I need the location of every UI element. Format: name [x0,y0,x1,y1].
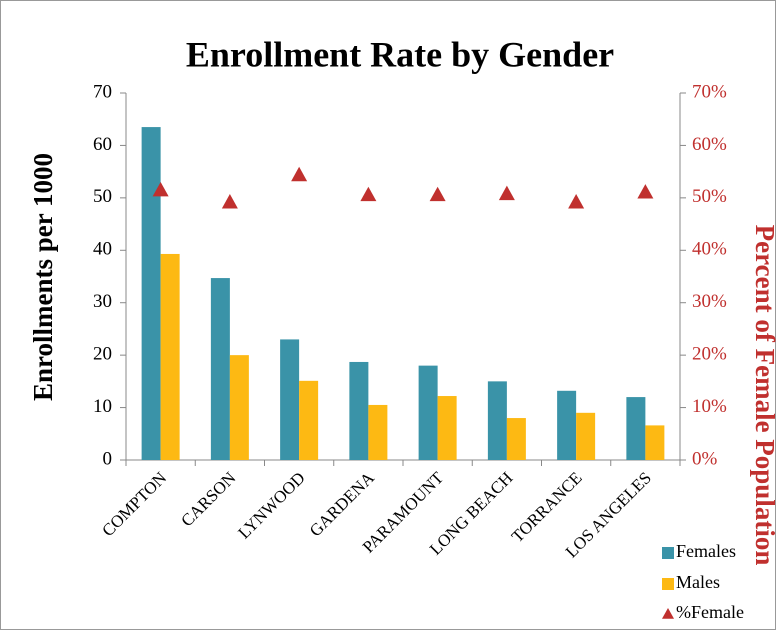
y-tick-label: 0 [103,448,113,469]
y2-axis-title: Percent of Female Population [750,225,776,566]
bar [626,397,646,460]
y2-tick-label: 60% [692,134,727,155]
marker [360,186,377,202]
bar [349,361,369,460]
y2-tick-label: 50% [692,186,727,207]
marker [498,185,515,201]
bar [576,412,596,460]
legend-swatch [662,547,674,559]
bar [437,396,457,460]
marker [429,186,446,202]
y-tick-label: 70 [93,81,112,102]
bar [141,127,161,460]
y2-tick-label: 70% [692,81,727,102]
bar [210,278,230,460]
y2-tick-label: 30% [692,291,727,312]
bar [368,404,388,460]
marker [152,181,169,197]
marker [568,194,585,209]
bar [418,365,438,460]
chart-title: Enrollment Rate by Gender [186,34,614,74]
bar [557,390,577,460]
y-tick-label: 30 [93,291,112,312]
marker [291,166,308,182]
legend-swatch [662,578,674,590]
bar [229,355,249,460]
y-tick-label: 10 [93,396,112,417]
bar [160,253,180,460]
marker [221,194,238,209]
bar [280,339,300,460]
legend-label: Males [676,572,720,592]
marker [637,184,654,199]
y2-tick-label: 20% [692,344,727,365]
y-axis-title: Enrollments per 1000 [28,153,58,401]
y2-tick-label: 40% [692,239,727,260]
legend-label: Females [676,541,736,561]
y2-tick-label: 0% [692,448,718,469]
y-tick-label: 60 [93,134,112,155]
y-tick-label: 20 [93,344,112,365]
y2-tick-label: 10% [692,396,727,417]
bar [299,380,319,460]
bar [645,425,665,460]
y-tick-label: 50 [93,186,112,207]
y-tick-label: 40 [93,239,112,260]
legend-swatch [662,608,674,619]
legend-label: %Female [676,602,744,622]
bar [506,418,526,460]
bar [487,381,507,460]
